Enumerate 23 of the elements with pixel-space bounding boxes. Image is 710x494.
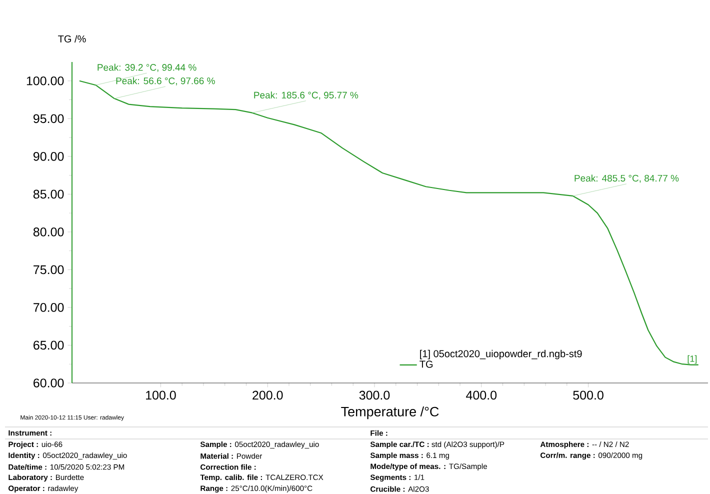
annotation: Peak: 185.6 °C, 95.77 % xyxy=(254,92,358,100)
y-tick-label: 85.00 xyxy=(33,190,64,199)
annotation: Peak: 485.5 °C, 84.77 % xyxy=(574,174,679,183)
y-tick-label: 60.00 xyxy=(34,378,64,388)
x-tick-label: 300.0 xyxy=(359,390,390,400)
y-tick-label: 80.00 xyxy=(33,228,64,236)
y-tick-label: 100.00 xyxy=(26,76,64,86)
annotation: Peak: 39.2 °C, 99.44 % xyxy=(98,64,196,72)
annotation: Peak: 56.6 °C, 97.66 % xyxy=(116,77,215,86)
x-tick-label: 500.0 xyxy=(573,390,604,400)
y-tick-label: 95.00 xyxy=(34,114,64,124)
x-tick-label: 400.0 xyxy=(466,390,497,400)
annotation: [1] xyxy=(688,355,697,364)
x-tick-label: 100.0 xyxy=(146,390,176,400)
legend-title: [1] 05oct2020_uiopowder_rd.ngb-st9 xyxy=(420,350,582,360)
y-tick-label: 75.00 xyxy=(34,265,64,274)
y-tick-label: 65.00 xyxy=(34,340,64,350)
x-axis-title: Temperature /°C xyxy=(341,406,439,420)
y-axis-title: TG /% xyxy=(58,35,86,42)
legend-label: TG xyxy=(420,360,433,368)
y-tick-label: 70.00 xyxy=(34,303,64,312)
y-tick-label: 90.00 xyxy=(34,152,64,161)
x-tick-label: 200.0 xyxy=(252,390,283,400)
